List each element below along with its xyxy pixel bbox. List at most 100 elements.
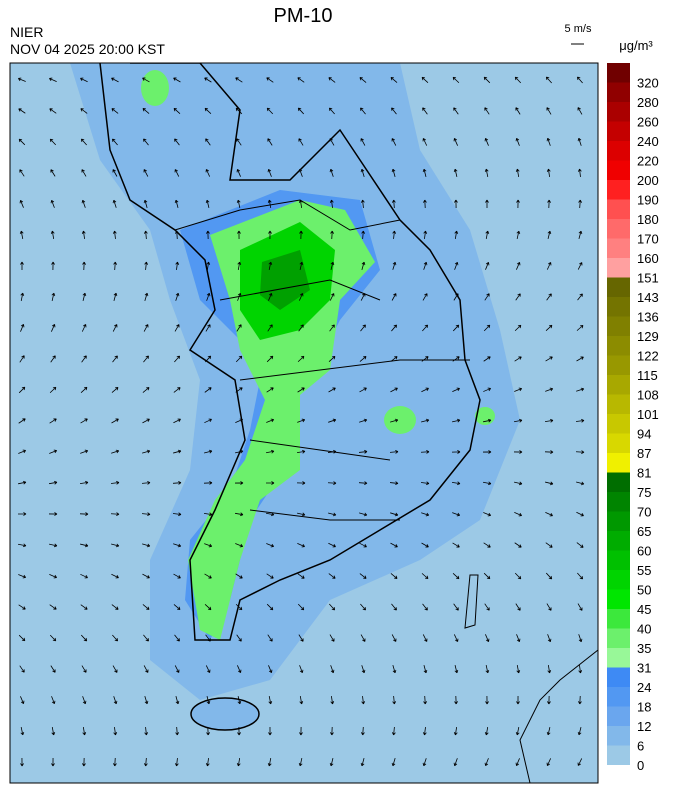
wind-arrow <box>81 665 87 673</box>
wind-arrow <box>266 603 274 611</box>
wind-arrow <box>575 418 585 423</box>
wind-arrow <box>49 543 58 548</box>
wind-arrow <box>297 355 305 363</box>
wind-arrow <box>359 512 368 517</box>
wind-arrow <box>545 542 553 548</box>
wind-arrow <box>423 695 427 705</box>
colorbar-label: 40 <box>637 622 651 637</box>
wind-arrow <box>235 77 243 83</box>
wind-arrow <box>329 758 334 767</box>
wind-arrow <box>297 107 305 115</box>
wind-arrow <box>17 543 27 548</box>
wind-arrow <box>516 634 521 643</box>
wind-arrow <box>360 758 365 767</box>
colorbar-segment <box>607 550 630 570</box>
wind-arrow <box>299 230 303 240</box>
wind-arrow <box>110 480 120 485</box>
wind-arrow <box>266 543 275 548</box>
wind-arrow <box>361 261 366 270</box>
coastline <box>99 63 481 641</box>
wind-arrow <box>516 262 521 270</box>
wind-arrow <box>204 77 212 83</box>
wind-arrow <box>173 604 181 610</box>
wind-arrow <box>143 355 149 363</box>
wind-arrow <box>266 387 274 393</box>
wind-arrow <box>173 573 181 579</box>
wind-arrow <box>482 481 492 486</box>
wind-arrow <box>360 324 366 332</box>
wind-arrow <box>297 573 305 579</box>
wind-arrow <box>515 107 521 115</box>
wind-arrow <box>298 199 303 209</box>
wind-arrow <box>175 230 179 240</box>
colorbar-segment <box>607 726 630 746</box>
wind-arrow <box>577 293 583 301</box>
wind-arrow <box>298 168 303 177</box>
wind-arrow <box>205 138 211 146</box>
wind-arrow <box>452 418 461 423</box>
wind-arrow <box>391 726 396 736</box>
wind-arrow <box>49 449 58 454</box>
wind-arrow <box>576 387 585 392</box>
region-daegu <box>384 406 416 434</box>
wind-arrow <box>514 572 522 580</box>
wind-arrow <box>330 695 335 705</box>
wind-arrow <box>422 603 428 611</box>
wind-arrow <box>422 293 428 301</box>
wind-arrow <box>577 168 582 178</box>
wind-arrow <box>266 77 274 83</box>
colorbar-label: 170 <box>637 232 659 247</box>
wind-arrow <box>173 77 181 83</box>
wind-arrow <box>172 512 182 517</box>
wind-arrow <box>421 418 430 423</box>
colorbar-segment <box>607 453 630 473</box>
wind-arrow <box>18 108 26 114</box>
colorbar-label: 220 <box>637 154 659 169</box>
wind-arrow <box>267 757 272 767</box>
jeju-island <box>190 697 260 731</box>
wind-arrow <box>18 634 26 642</box>
wind-arrow <box>547 230 552 239</box>
wind-arrow <box>576 324 584 331</box>
wind-arrow <box>454 665 459 674</box>
colorbar-label: 260 <box>637 115 659 130</box>
wind-arrow <box>143 665 149 673</box>
colorbar-segment <box>607 316 630 336</box>
wind-arrow <box>546 137 551 146</box>
wind-arrow <box>112 199 117 208</box>
wind-arrow <box>327 449 337 454</box>
colorbar-label: 180 <box>637 212 659 227</box>
wind-arrow <box>577 262 583 270</box>
wind-arrow <box>266 107 274 115</box>
wind-arrow <box>19 665 25 673</box>
wind-arrow <box>237 665 242 673</box>
wind-arrow <box>18 138 26 146</box>
wind-arrow <box>49 138 57 146</box>
wind-arrow <box>547 199 551 209</box>
wind-arrow <box>422 634 428 642</box>
wind-arrow <box>80 108 88 114</box>
wind-arrow <box>142 573 150 579</box>
wind-arrow <box>390 573 398 579</box>
colorbar-segment <box>607 63 630 83</box>
wind-arrow <box>390 542 398 548</box>
colorbar-segment <box>607 531 630 551</box>
wind-arrow <box>237 696 242 705</box>
wind-arrow <box>174 324 180 332</box>
colorbar-label: 160 <box>637 251 659 266</box>
wind-arrow <box>18 480 27 485</box>
agency: NIER <box>10 24 43 40</box>
wind-arrow <box>143 138 149 146</box>
wind-arrow <box>142 108 150 114</box>
wind-arrow <box>391 293 397 301</box>
wind-arrow <box>175 261 180 271</box>
wind-arrow <box>328 107 335 115</box>
wind-arrow <box>20 696 25 704</box>
wind-arrow <box>391 758 396 767</box>
wind-arrow <box>265 481 275 485</box>
wind-arrow <box>235 543 244 548</box>
wind-arrow <box>360 199 365 209</box>
colorbar-label: 31 <box>637 661 651 676</box>
wind-arrow <box>173 418 181 424</box>
wind-vectors <box>17 76 585 767</box>
